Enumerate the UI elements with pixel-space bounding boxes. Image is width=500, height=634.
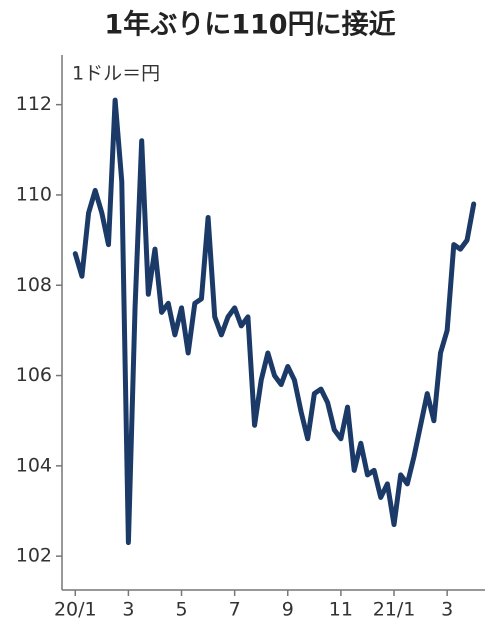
x-tick-label: 21/1: [373, 599, 416, 621]
x-tick-label: 3: [441, 599, 453, 621]
x-tick-label: 11: [329, 599, 353, 621]
x-tick-label: 20/1: [54, 599, 97, 621]
y-tick-label: 112: [16, 93, 52, 115]
y-tick-label: 108: [16, 274, 52, 296]
x-tick-label: 3: [122, 599, 134, 621]
x-tick-label: 7: [229, 599, 241, 621]
x-tick-label: 5: [175, 599, 187, 621]
unit-label: 1ドル＝円: [72, 63, 160, 85]
chart-title: 1年ぶりに110円に接近: [104, 9, 395, 41]
y-tick-label: 106: [16, 364, 52, 386]
y-tick-label: 102: [16, 545, 52, 567]
x-tick-label: 9: [282, 599, 294, 621]
y-tick-label: 104: [16, 454, 52, 476]
y-tick-label: 110: [16, 183, 52, 205]
price-line: [72, 97, 477, 546]
